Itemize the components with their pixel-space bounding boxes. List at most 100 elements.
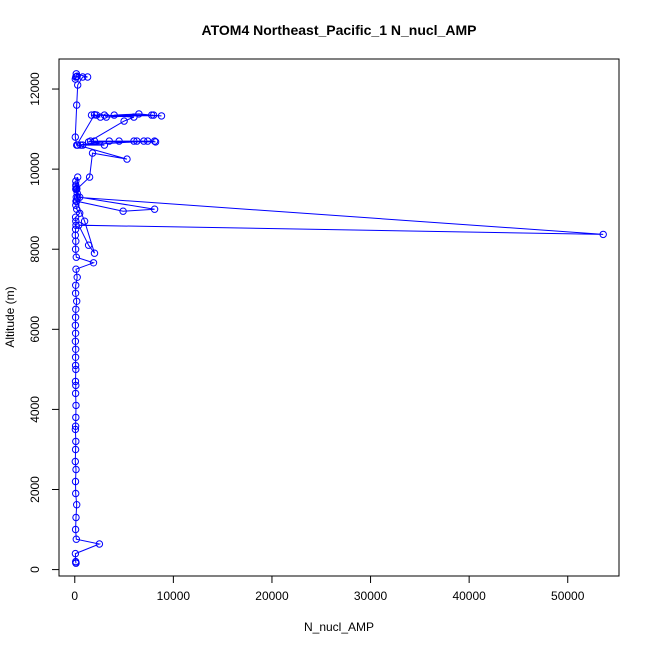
data-point: [73, 101, 81, 109]
data-point: [115, 137, 123, 145]
data-point: [71, 337, 80, 345]
data-point: [72, 465, 80, 474]
data-point: [100, 111, 109, 119]
x-tick-label: 10000: [157, 589, 191, 603]
data-point: [72, 381, 80, 390]
data-point: [72, 345, 80, 353]
data-point: [75, 221, 83, 229]
data-point: [71, 289, 80, 297]
y-tick-label: 4000: [28, 396, 42, 423]
data-point: [73, 297, 81, 305]
data-point: [72, 437, 80, 446]
y-tick-label: 8000: [28, 236, 42, 263]
x-axis: 0 10000 20000 30000 40000 50000: [71, 575, 585, 603]
data-point: [71, 245, 80, 253]
data-point: [157, 112, 166, 120]
data-point: [72, 265, 80, 273]
data-point: [95, 540, 104, 548]
data-point: [72, 513, 80, 522]
x-tick-label: 20000: [255, 589, 289, 603]
data-point: [72, 181, 80, 189]
x-axis-label: N_nucl_AMP: [304, 620, 374, 634]
series-line: [74, 73, 604, 564]
data-point: [88, 149, 97, 157]
data-point: [72, 489, 80, 498]
data-point: [151, 138, 160, 146]
data-point: [72, 281, 80, 289]
data-point: [599, 230, 607, 239]
data-point: [72, 253, 81, 261]
y-tick-label: 2000: [28, 476, 42, 503]
data-point: [73, 205, 81, 213]
data-point: [87, 111, 96, 119]
data-point: [71, 549, 80, 558]
data-point: [72, 221, 80, 229]
data-point: [71, 425, 80, 434]
series-layer: [71, 70, 607, 567]
y-axis: 0 2000 4000 6000 8000 10000 12000: [28, 72, 60, 573]
data-point: [71, 361, 80, 370]
data-point: [71, 525, 80, 534]
data-point: [83, 73, 92, 81]
x-tick-label: 30000: [354, 589, 388, 603]
data-point: [140, 137, 148, 145]
data-point: [71, 321, 80, 329]
data-point: [80, 217, 89, 225]
data-point: [89, 259, 98, 267]
data-point: [120, 117, 128, 125]
data-point: [73, 273, 81, 281]
data-point: [71, 457, 80, 466]
data-point: [85, 173, 94, 181]
x-tick-label: 50000: [551, 589, 585, 603]
data-point: [71, 353, 80, 361]
data-point: [100, 141, 109, 149]
y-tick-label: 6000: [28, 316, 42, 343]
data-point: [71, 377, 80, 386]
data-point: [77, 141, 85, 149]
data-point: [148, 111, 156, 119]
data-point: [71, 445, 80, 454]
data-point: [72, 305, 80, 313]
data-point: [130, 137, 138, 145]
data-point: [74, 173, 82, 181]
data-point: [73, 185, 81, 193]
data-point: [150, 137, 159, 145]
data-point: [71, 313, 80, 321]
data-point: [72, 201, 80, 209]
data-point: [72, 413, 80, 422]
data-point: [123, 155, 131, 163]
chart-title: ATOM4 Northeast_Pacific_1 N_nucl_AMP: [202, 22, 477, 38]
x-tick-label: 0: [71, 589, 78, 603]
data-point: [135, 110, 143, 118]
data-point: [72, 193, 81, 201]
data-point: [110, 111, 118, 119]
y-tick-label: 0: [28, 566, 42, 573]
data-point: [71, 389, 80, 398]
y-tick-label: 12000: [28, 72, 42, 106]
data-point: [149, 111, 158, 119]
y-tick-label: 10000: [28, 152, 42, 186]
data-point: [73, 501, 81, 509]
x-tick-label: 40000: [452, 589, 486, 603]
data-point: [133, 137, 141, 145]
data-point: [72, 177, 80, 185]
data-point: [71, 213, 80, 221]
y-axis-label: Altitude (m): [3, 286, 17, 347]
data-point: [84, 241, 93, 249]
data-point: [71, 329, 80, 337]
data-point: [84, 138, 93, 146]
data-point: [71, 133, 80, 141]
data-point: [72, 401, 80, 410]
data-point: [72, 535, 81, 543]
data-point: [90, 111, 99, 119]
data-point: [144, 137, 152, 145]
data-point: [90, 249, 99, 257]
data-point: [76, 193, 84, 201]
data-point: [105, 137, 114, 145]
data-point: [73, 72, 81, 81]
data-point: [72, 557, 80, 566]
data-point: [71, 422, 80, 430]
data-point: [72, 365, 80, 374]
data-point: [119, 207, 127, 215]
